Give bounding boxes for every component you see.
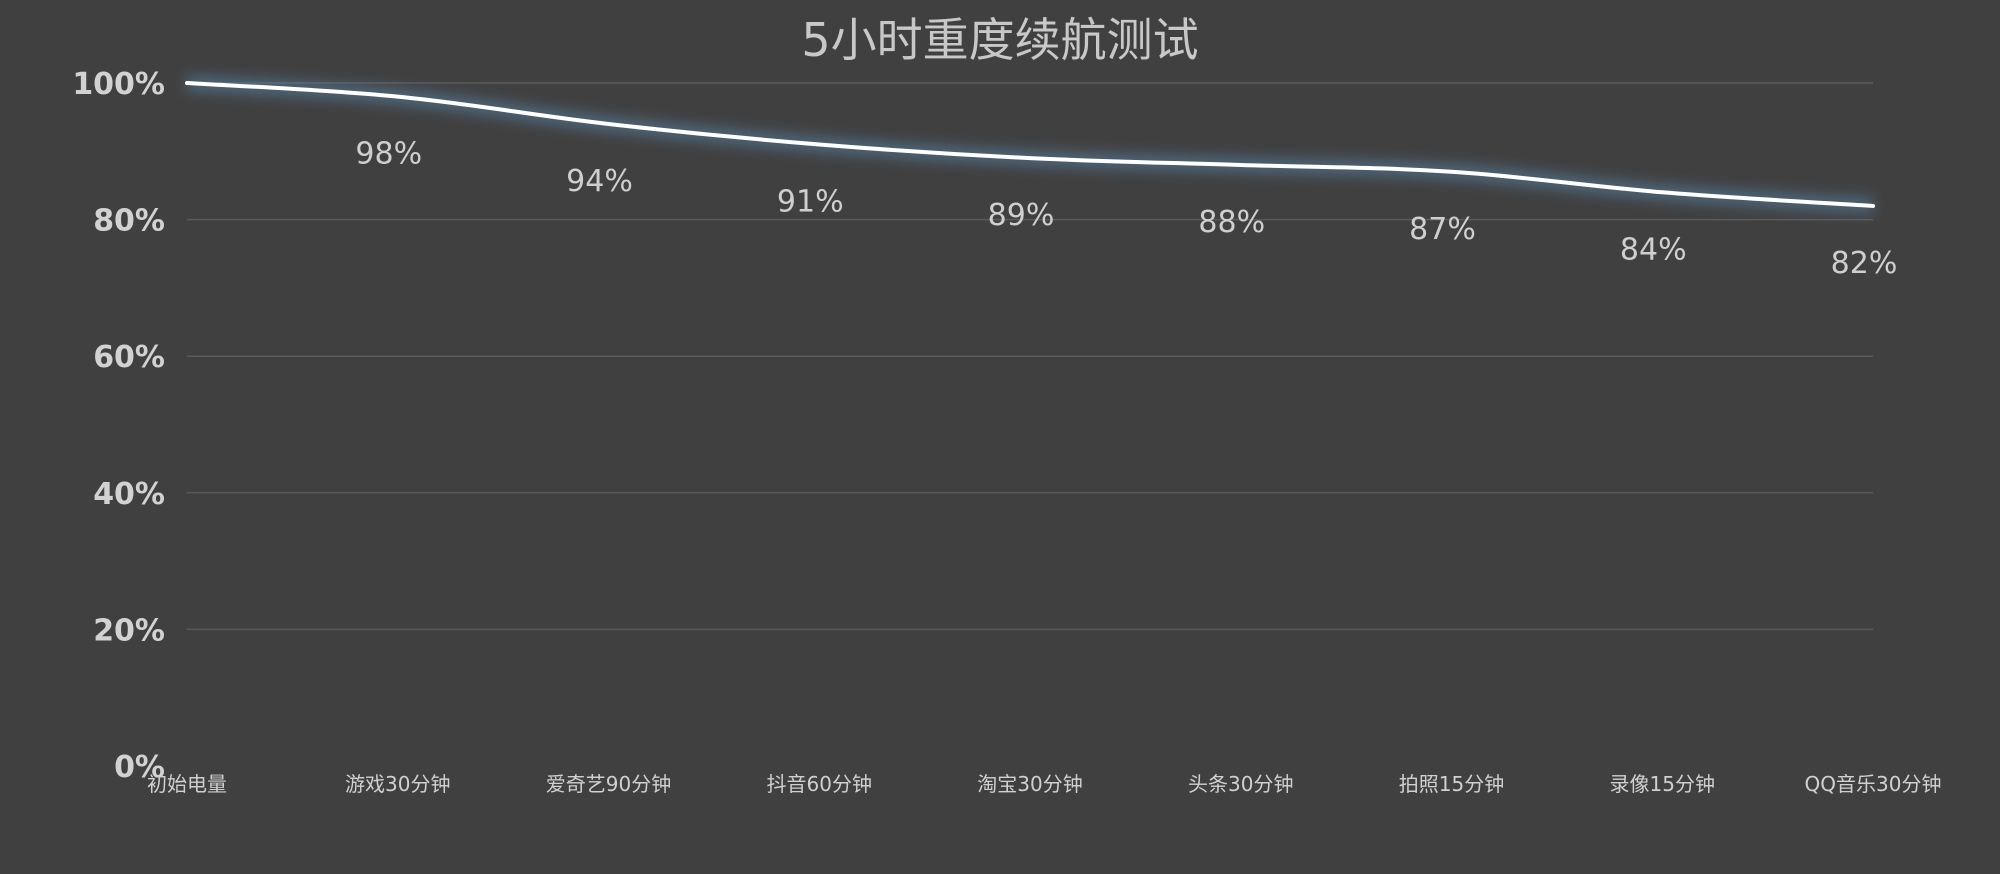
y-tick-label: 40% (93, 477, 165, 512)
series-line (185, 81, 1875, 208)
grid (187, 82, 1873, 631)
data-label: 94% (566, 164, 633, 199)
data-point (1240, 164, 1242, 166)
data-point (186, 82, 188, 84)
data-point (608, 123, 609, 125)
y-tick-label: 80% (93, 204, 165, 239)
y-tick-label: 100% (72, 67, 165, 102)
y-axis-ticks: 0% 20% 40% 60% 80% 100% (72, 67, 165, 785)
series-line-group (185, 76, 1875, 213)
data-label: 82% (1831, 246, 1898, 281)
data-point (1029, 157, 1031, 159)
x-tick-label: 淘宝30分钟 (977, 772, 1082, 796)
data-point (397, 96, 399, 98)
y-tick-label: 0% (114, 750, 165, 785)
x-tick-label: QQ音乐30分钟 (1805, 772, 1942, 796)
x-tick-label: 游戏30分钟 (345, 772, 450, 796)
x-axis-ticks: 初始电量 游戏30分钟 爱奇艺90分钟 抖音60分钟 淘宝30分钟 头条30分钟 拍照15分… (147, 772, 1941, 796)
x-tick-label: 初始电量 (147, 772, 227, 796)
x-tick-label: 爱奇艺90分钟 (546, 772, 671, 796)
data-label: 87% (1409, 212, 1476, 247)
data-label: 88% (1198, 205, 1265, 240)
data-point (1451, 171, 1452, 173)
y-tick-label: 60% (93, 340, 165, 375)
x-tick-label: 抖音60分钟 (767, 772, 872, 796)
data-point (818, 143, 820, 145)
data-point (1661, 191, 1663, 193)
data-label: 91% (777, 184, 844, 219)
x-tick-label: 拍照15分钟 (1399, 772, 1504, 796)
data-point (1872, 205, 1874, 207)
y-tick-label: 20% (93, 613, 165, 648)
chart-title: 5小时重度续航测试 (801, 13, 1198, 67)
data-labels: 98% 94% 91% 89% 88% 87% 84% 82% (355, 137, 1897, 281)
x-tick-label: 录像15分钟 (1610, 772, 1715, 796)
data-label: 98% (355, 137, 422, 172)
data-label: 89% (988, 198, 1055, 233)
x-tick-label: 头条30分钟 (1188, 772, 1293, 796)
data-label: 84% (1620, 232, 1687, 267)
